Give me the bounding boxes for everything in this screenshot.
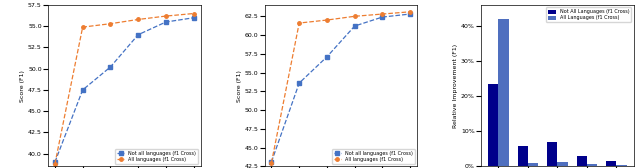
All languages (f1 Cross) <box>189 13 197 15</box>
Bar <box>488 84 499 166</box>
All languages (f1 Cross) <box>162 15 170 17</box>
Bar <box>606 161 616 166</box>
Bar <box>499 19 509 166</box>
All languages (f1 Cross) <box>296 22 303 24</box>
Bar <box>557 162 568 166</box>
Bar <box>528 163 538 166</box>
Legend: Not All Languages (f1 Cross), All Languages (f1 Cross): Not All Languages (f1 Cross), All Langua… <box>547 7 631 22</box>
Bar <box>547 142 557 166</box>
Legend: Not all languages (f1 Cross), All languages (f1 Cross): Not all languages (f1 Cross), All langua… <box>332 149 415 164</box>
All languages (f1 Cross) <box>106 23 114 25</box>
All languages (f1 Cross) <box>323 19 331 21</box>
Not all languages (f1 Cross) <box>51 161 59 163</box>
All languages (f1 Cross) <box>406 11 414 13</box>
All languages (f1 Cross) <box>378 13 386 15</box>
Line: All languages (f1 Cross): All languages (f1 Cross) <box>53 12 195 165</box>
All languages (f1 Cross) <box>51 163 59 165</box>
Bar <box>518 146 528 166</box>
All languages (f1 Cross) <box>268 162 275 164</box>
All languages (f1 Cross) <box>134 18 142 20</box>
Not all languages (f1 Cross) <box>189 17 197 19</box>
Line: Not all languages (f1 Cross): Not all languages (f1 Cross) <box>269 12 412 164</box>
Not all languages (f1 Cross) <box>79 89 86 91</box>
Not all languages (f1 Cross) <box>134 34 142 36</box>
Bar <box>616 165 627 166</box>
Not all languages (f1 Cross) <box>351 25 358 27</box>
Bar <box>587 164 597 166</box>
Bar <box>577 156 587 166</box>
Not all languages (f1 Cross) <box>106 66 114 68</box>
All languages (f1 Cross) <box>79 26 86 28</box>
All languages (f1 Cross) <box>351 15 358 17</box>
Y-axis label: Score (F1): Score (F1) <box>20 70 25 102</box>
Not all languages (f1 Cross) <box>296 82 303 84</box>
Line: All languages (f1 Cross): All languages (f1 Cross) <box>269 10 412 164</box>
Not all languages (f1 Cross) <box>378 16 386 18</box>
Not all languages (f1 Cross) <box>406 13 414 15</box>
Legend: Not all languages (f1 Cross), All languages (f1 Cross): Not all languages (f1 Cross), All langua… <box>115 149 198 164</box>
Not all languages (f1 Cross) <box>268 161 275 163</box>
Not all languages (f1 Cross) <box>162 21 170 23</box>
Y-axis label: Relative Improvement (F1): Relative Improvement (F1) <box>453 44 458 128</box>
Y-axis label: Score (F1): Score (F1) <box>237 70 242 102</box>
Line: Not all languages (f1 Cross): Not all languages (f1 Cross) <box>53 16 195 164</box>
Not all languages (f1 Cross) <box>323 56 331 58</box>
